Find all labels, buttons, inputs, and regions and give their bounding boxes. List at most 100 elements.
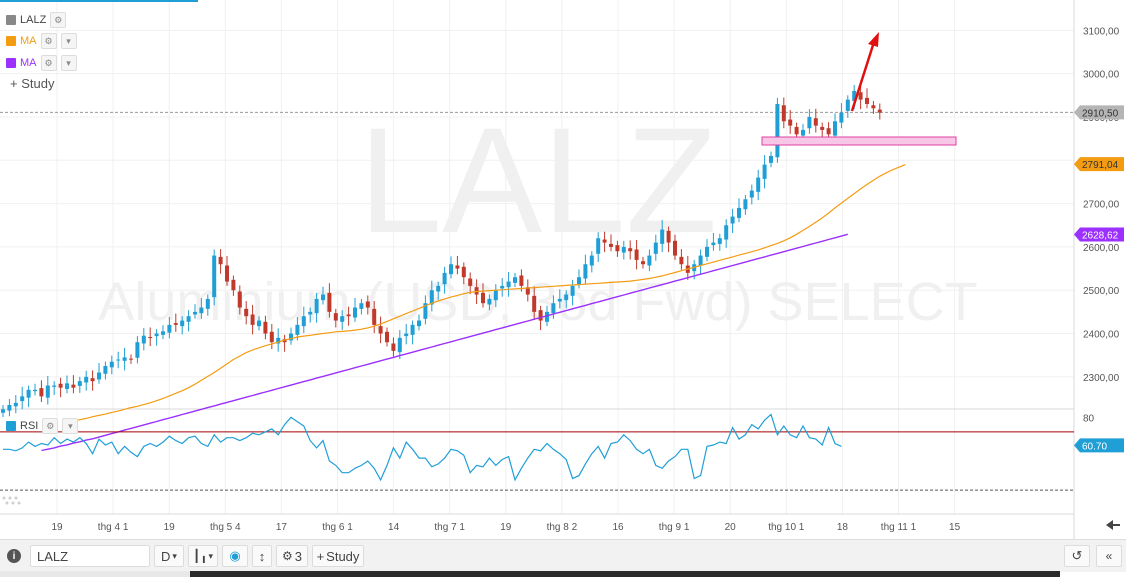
- candle-body: [545, 311, 549, 322]
- price-badge-0-label: 2910,50: [1082, 108, 1119, 119]
- undo-button[interactable]: ↺: [1064, 545, 1090, 567]
- rsi-tick-label: 80: [1083, 413, 1095, 424]
- scale-button[interactable]: ↕: [252, 545, 272, 567]
- candle-body: [487, 298, 492, 305]
- candle-body: [231, 279, 236, 291]
- settings-button[interactable]: ⚙ 3: [276, 545, 308, 567]
- price-badge-2: 2628,62: [1074, 227, 1124, 242]
- candle-body: [749, 190, 754, 198]
- status-strip: [190, 571, 1060, 577]
- candle-body: [705, 246, 709, 257]
- candle-body: [513, 277, 517, 283]
- time-tick-label: thg 6 1: [322, 522, 353, 533]
- legend-rsi-dropdown-icon[interactable]: ▾: [62, 418, 79, 434]
- nav-back-icon[interactable]: [1106, 520, 1120, 530]
- legend-main-label: LALZ: [20, 14, 47, 26]
- candle-body: [711, 242, 716, 246]
- add-study-button[interactable]: + Study: [312, 545, 364, 567]
- candle-body: [77, 381, 82, 386]
- price-badge-1: 2791,04: [1074, 157, 1124, 172]
- candle-body: [570, 285, 575, 296]
- candle-body: [858, 92, 863, 100]
- candle-body: [1, 409, 5, 413]
- candle-body: [116, 359, 121, 361]
- candle-body: [653, 242, 658, 254]
- price-tick-label: 3100,00: [1083, 26, 1120, 37]
- candle-body: [321, 294, 325, 301]
- candle-body: [781, 105, 786, 122]
- candle-body: [103, 366, 108, 374]
- candle-body: [250, 314, 255, 325]
- candle-body: [794, 126, 799, 135]
- candle-body: [423, 303, 428, 319]
- time-tick-label: 17: [276, 522, 288, 533]
- candle-body: [225, 265, 229, 282]
- candle-body: [20, 396, 25, 402]
- candlestick-icon: ┃╻: [193, 549, 208, 563]
- legend-rsi-settings-icon[interactable]: ⚙: [42, 418, 59, 434]
- candle-body: [141, 335, 146, 344]
- candle-body: [877, 109, 882, 113]
- support-zone[interactable]: [761, 136, 957, 146]
- symbol-input[interactable]: LALZ: [30, 545, 150, 567]
- time-tick-label: thg 8 2: [547, 522, 578, 533]
- candle-body: [353, 307, 357, 318]
- candle-body: [538, 310, 543, 321]
- info-icon[interactable]: i: [4, 545, 24, 567]
- candle-body: [826, 128, 831, 135]
- candle-body: [852, 90, 857, 101]
- legend-ma1-dropdown-icon[interactable]: ▾: [60, 33, 77, 49]
- candle-body: [340, 316, 345, 322]
- legend-ma1-settings-icon[interactable]: ⚙: [40, 33, 57, 49]
- candle-body: [327, 292, 332, 312]
- period-value: D: [161, 548, 171, 564]
- add-study-link[interactable]: + Study: [10, 76, 54, 91]
- candle-body: [839, 112, 844, 123]
- price-tick-label: 2500,00: [1083, 286, 1120, 297]
- candle-body: [436, 285, 441, 292]
- candle-body: [346, 314, 351, 317]
- candle-body: [679, 256, 684, 265]
- candle-body: [45, 385, 50, 398]
- candle-body: [295, 324, 300, 335]
- legend-rsi-swatch: [6, 421, 16, 431]
- price-tick-label: 2700,00: [1083, 200, 1120, 211]
- visibility-button[interactable]: ◉: [222, 545, 248, 567]
- candle-body: [609, 243, 613, 247]
- price-badge-1-label: 2791,04: [1082, 160, 1119, 171]
- plus-icon: +: [316, 548, 325, 564]
- time-tick-label: thg 11 1: [881, 522, 917, 533]
- candle-body: [58, 383, 63, 388]
- rsi-line: [3, 413, 842, 482]
- candle-body: [634, 249, 639, 260]
- collapse-button[interactable]: «: [1096, 545, 1122, 567]
- candle-body: [7, 405, 12, 411]
- axis-labels: 3100,003000,002900,002800,002700,002600,…: [51, 26, 1124, 533]
- candle-body: [788, 119, 793, 126]
- candle-body: [596, 238, 601, 254]
- trend-arrow-head: [868, 32, 879, 47]
- time-tick-label: thg 5 4: [210, 522, 241, 533]
- candle-body: [135, 342, 140, 358]
- legend-ma2-dropdown-icon[interactable]: ▾: [60, 55, 77, 71]
- candle-body: [276, 337, 281, 344]
- chart-type-button[interactable]: ┃╻ ▾: [188, 545, 218, 567]
- price-tick-label: 2300,00: [1083, 373, 1120, 384]
- rsi-badge: 60.70: [1074, 438, 1124, 453]
- period-dropdown[interactable]: D ▾: [154, 545, 184, 567]
- candle-body: [244, 308, 249, 317]
- candle-body: [660, 229, 665, 244]
- legend-ma2-settings-icon[interactable]: ⚙: [40, 55, 57, 71]
- candle-body: [180, 320, 185, 327]
- ma1-line: [66, 164, 906, 423]
- legend-main-settings-icon[interactable]: ⚙: [50, 12, 67, 28]
- candle-body: [481, 292, 485, 304]
- candle-body: [820, 126, 825, 130]
- candle-body: [333, 313, 338, 321]
- candle-body: [519, 275, 524, 286]
- legend-ma2: MA ⚙ ▾: [6, 55, 77, 71]
- legend-ma2-label: MA: [20, 57, 37, 69]
- candle-body: [698, 255, 703, 266]
- trend-arrow[interactable]: [850, 41, 876, 112]
